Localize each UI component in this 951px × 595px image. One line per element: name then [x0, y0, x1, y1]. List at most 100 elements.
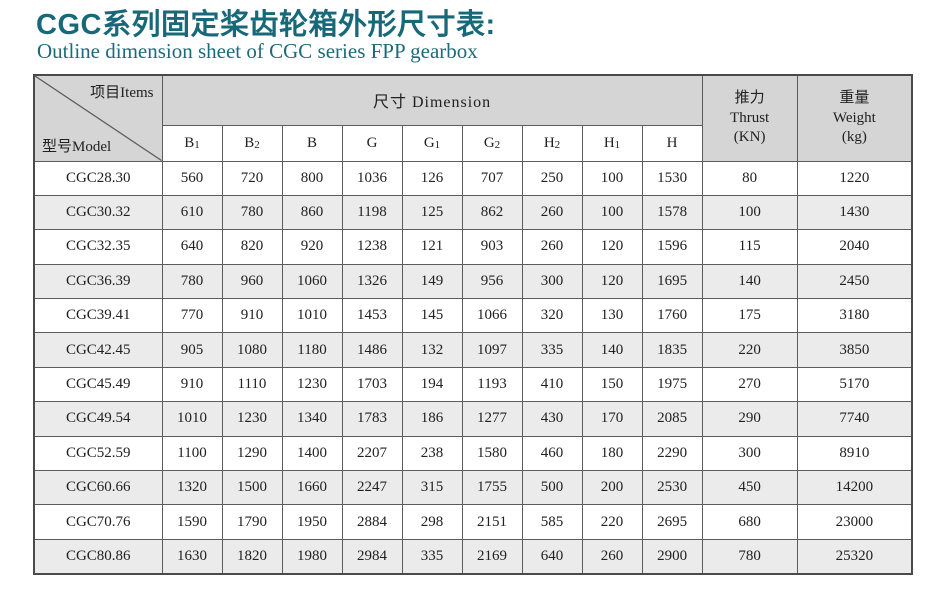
value-cell: 120 [581, 229, 643, 265]
value-cell: 640 [161, 229, 223, 265]
value-cell: 1198 [341, 194, 403, 231]
value-cell: 1340 [281, 401, 343, 437]
value-cell: 1320 [161, 470, 223, 506]
value-cell: 1783 [341, 401, 403, 437]
value-cell: 8910 [796, 435, 913, 472]
value-cell: 23000 [796, 504, 913, 540]
column-header-g1: G1 [401, 124, 463, 162]
model-cell: CGC49.54 [33, 401, 163, 437]
value-cell: 1230 [221, 401, 283, 437]
value-cell: 121 [401, 229, 463, 265]
weight-label-unit: (kg) [841, 128, 867, 145]
value-cell: 220 [701, 332, 798, 368]
value-cell: 2450 [796, 263, 913, 300]
diagonal-line [35, 76, 162, 161]
value-cell: 7740 [796, 401, 913, 437]
value-cell: 1290 [221, 435, 283, 472]
value-cell: 180 [581, 435, 643, 472]
value-cell: 5170 [796, 366, 913, 403]
column-header-h: H [641, 124, 703, 162]
thrust-label-zh: 推力 [734, 90, 765, 107]
value-cell: 200 [581, 470, 643, 506]
column-header-b: B [281, 124, 343, 162]
value-cell: 1755 [461, 470, 523, 506]
value-cell: 1110 [221, 366, 283, 403]
value-cell: 820 [221, 229, 283, 265]
value-cell: 2207 [341, 435, 403, 472]
value-cell: 300 [521, 263, 583, 300]
value-cell: 2247 [341, 470, 403, 506]
value-cell: 450 [701, 470, 798, 506]
value-cell: 1010 [281, 298, 343, 334]
page-subtitle: Outline dimension sheet of CGC series FP… [37, 39, 478, 63]
value-cell: 115 [701, 229, 798, 265]
value-cell: 100 [701, 194, 798, 231]
value-cell: 1326 [341, 263, 403, 300]
value-cell: 1695 [641, 263, 703, 300]
dimension-table: 项目Items 型号Model 尺寸 Dimension 推力 Thrust (… [33, 74, 914, 575]
value-cell: 80 [701, 160, 798, 196]
value-cell: 770 [161, 298, 223, 334]
model-cell: CGC30.32 [33, 194, 163, 231]
value-cell: 1975 [641, 366, 703, 403]
corner-items-label: 项目Items [90, 85, 154, 101]
table-row: CGC36.39 780 960 1060 1326 149 956 300 120 1695 14… [33, 263, 913, 300]
value-cell: 1630 [161, 538, 223, 575]
value-cell: 1400 [281, 435, 343, 472]
value-cell: 140 [581, 332, 643, 368]
value-cell: 335 [521, 332, 583, 368]
value-cell: 130 [581, 298, 643, 334]
value-cell: 410 [521, 366, 583, 403]
value-cell: 1220 [796, 160, 913, 196]
value-cell: 920 [281, 229, 343, 265]
value-cell: 1066 [461, 298, 523, 334]
value-cell: 260 [521, 194, 583, 231]
model-cell: CGC60.66 [33, 470, 163, 506]
value-cell: 1230 [281, 366, 343, 403]
value-cell: 560 [161, 160, 223, 196]
value-cell: 260 [581, 538, 643, 575]
value-cell: 2984 [341, 538, 403, 575]
value-cell: 290 [701, 401, 798, 437]
value-cell: 270 [701, 366, 798, 403]
page-title: CGC系列固定桨齿轮箱外形尺寸表: [36, 9, 496, 41]
value-cell: 100 [581, 160, 643, 196]
value-cell: 1060 [281, 263, 343, 300]
value-cell: 1580 [461, 435, 523, 472]
model-cell: CGC32.35 [33, 229, 163, 265]
weight-label-zh: 重量 [839, 90, 870, 107]
value-cell: 680 [701, 504, 798, 540]
value-cell: 315 [401, 470, 463, 506]
model-cell: CGC39.41 [33, 298, 163, 334]
value-cell: 780 [701, 538, 798, 575]
value-cell: 1980 [281, 538, 343, 575]
thrust-header-cell: 推力 Thrust (KN) [701, 74, 798, 162]
value-cell: 1193 [461, 366, 523, 403]
value-cell: 800 [281, 160, 343, 196]
value-cell: 100 [581, 194, 643, 231]
value-cell: 3180 [796, 298, 913, 334]
weight-label-en: Weight [832, 109, 876, 126]
value-cell: 1950 [281, 504, 343, 540]
model-cell: CGC28.30 [33, 160, 163, 196]
value-cell: 780 [221, 194, 283, 231]
value-cell: 610 [161, 194, 223, 231]
value-cell: 194 [401, 366, 463, 403]
value-cell: 1080 [221, 332, 283, 368]
column-header-h2: H2 [521, 124, 583, 162]
table-row: CGC28.30 560 720 800 1036 126 707 250 100 1530 80 1… [33, 160, 913, 196]
value-cell: 250 [521, 160, 583, 196]
value-cell: 720 [221, 160, 283, 196]
value-cell: 1835 [641, 332, 703, 368]
model-cell: CGC52.59 [33, 435, 163, 472]
value-cell: 2900 [641, 538, 703, 575]
table-row: CGC60.66 1320 1500 1660 2247 315 1755 500 200 253… [33, 470, 913, 506]
table-row: CGC30.32 610 780 860 1198 125 862 260 100 1578 100… [33, 194, 913, 231]
value-cell: 298 [401, 504, 463, 540]
model-cell: CGC36.39 [33, 263, 163, 300]
value-cell: 14200 [796, 470, 913, 506]
value-cell: 220 [581, 504, 643, 540]
value-cell: 1500 [221, 470, 283, 506]
corner-model-label: 型号Model [42, 138, 112, 155]
